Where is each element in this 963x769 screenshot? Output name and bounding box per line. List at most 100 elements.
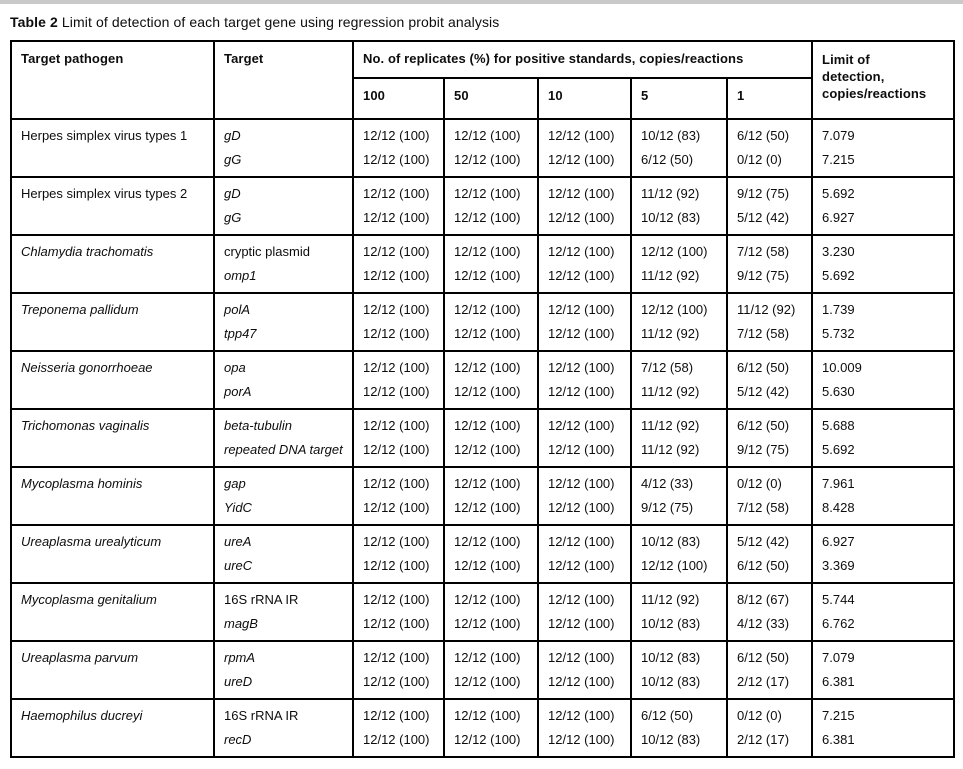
replicate-value: 12/12 (100) [454, 186, 521, 201]
gene-name: YidC [224, 500, 252, 515]
replicate-value: 12/12 (100) [548, 360, 615, 375]
header-target: Target [213, 40, 354, 120]
replicate-value: 12/12 (100) [363, 152, 430, 167]
lod-value: 6.381 [822, 674, 855, 689]
replicate-value-cell: 12/12 (100) 12/12 (100) [443, 698, 539, 758]
lod-value-cell: 7.079 7.215 [811, 118, 956, 178]
replicate-value: 0/12 (0) [737, 476, 782, 491]
replicate-value: 10/12 (83) [641, 650, 701, 665]
replicate-value: 12/12 (100) [454, 210, 521, 225]
replicate-value-cell: 12/12 (100) 12/12 (100) [352, 698, 445, 758]
gene-name: omp1 [224, 268, 257, 283]
replicate-value: 12/12 (100) [641, 302, 708, 317]
replicate-value: 6/12 (50) [737, 650, 790, 665]
replicate-value: 9/12 (75) [737, 442, 790, 457]
target-gene-cell: polA tpp47 [213, 292, 354, 352]
replicate-value: 12/12 (100) [363, 302, 430, 317]
replicate-value: 12/12 (100) [363, 500, 430, 515]
replicate-value: 6/12 (50) [737, 128, 790, 143]
target-gene-cell: beta-tubulin repeated DNA target [213, 408, 354, 468]
pathogen-name: Trichomonas vaginalis [21, 418, 150, 433]
lod-header-line-3: copies/reactions [822, 86, 927, 101]
target-gene-cell: 16S rRNA IR recD [213, 698, 354, 758]
replicate-value-cell: 10/12 (83) 10/12 (83) [630, 640, 728, 700]
replicate-value-cell: 12/12 (100) 12/12 (100) [537, 582, 632, 642]
gene-name: porA [224, 384, 252, 399]
replicate-value: 12/12 (100) [363, 732, 430, 747]
replicate-value: 12/12 (100) [363, 650, 430, 665]
replicate-value: 9/12 (75) [737, 268, 790, 283]
replicate-value: 10/12 (83) [641, 210, 701, 225]
replicate-value-cell: 11/12 (92) 7/12 (58) [725, 292, 814, 352]
replicate-value: 12/12 (100) [363, 384, 430, 399]
replicate-value: 12/12 (100) [454, 418, 521, 433]
lod-value: 5.630 [822, 384, 855, 399]
replicate-value-cell: 8/12 (67) 4/12 (33) [725, 582, 814, 642]
replicate-value: 12/12 (100) [454, 732, 521, 747]
pathogen-name-cell: Neisseria gonorrhoeae [10, 350, 215, 410]
gene-name: gap [224, 476, 246, 491]
target-gene-cell: gap YidC [213, 466, 354, 526]
replicate-value-cell: 12/12 (100) 12/12 (100) [352, 524, 445, 584]
pathogen-group-row: Treponema pallidum polA tpp47 12/12 (100) 12… [10, 292, 956, 352]
target-gene-cell: ureA ureC [213, 524, 354, 584]
replicate-value: 12/12 (100) [454, 674, 521, 689]
replicate-value: 12/12 (100) [548, 708, 615, 723]
target-gene-cell: cryptic plasmid omp1 [213, 234, 354, 294]
pathogen-name: Chlamydia trachomatis [21, 244, 154, 259]
replicate-value: 0/12 (0) [737, 152, 782, 167]
replicate-value-cell: 12/12 (100) 12/12 (100) [443, 466, 539, 526]
pathogen-group-row: Chlamydia trachomatis cryptic plasmid omp1… [10, 234, 956, 294]
replicate-value-cell: 12/12 (100) 12/12 (100) [537, 408, 632, 468]
lod-value: 3.369 [822, 558, 855, 573]
target-gene-cell: gD gG [213, 118, 354, 178]
lod-value: 8.428 [822, 500, 855, 515]
replicate-value-cell: 10/12 (83) 6/12 (50) [630, 118, 728, 178]
gene-name: repeated DNA target [224, 442, 343, 457]
pathogen-name: Haemophilus ducreyi [21, 708, 143, 723]
header-conc-1: 1 [725, 77, 814, 120]
replicate-value-cell: 6/12 (50) 2/12 (17) [725, 640, 814, 700]
gene-name: gD [224, 128, 241, 143]
pathogen-name: Neisseria gonorrhoeae [21, 360, 153, 375]
replicate-value-cell: 11/12 (92) 10/12 (83) [630, 582, 728, 642]
lod-value-cell: 7.215 6.381 [811, 698, 956, 758]
lod-value: 1.739 [822, 302, 855, 317]
replicate-value: 12/12 (100) [454, 302, 521, 317]
replicate-value: 12/12 (100) [548, 210, 615, 225]
replicate-value: 12/12 (100) [454, 152, 521, 167]
replicate-value-cell: 9/12 (75) 5/12 (42) [725, 176, 814, 236]
pathogen-group-row: Herpes simplex virus types 2 gD gG 12/12 (1… [10, 176, 956, 236]
replicate-value: 6/12 (50) [641, 152, 694, 167]
replicate-value-cell: 12/12 (100) 12/12 (100) [443, 640, 539, 700]
replicate-value: 11/12 (92) [737, 302, 796, 317]
replicate-value: 12/12 (100) [548, 302, 615, 317]
lod-value: 7.079 [822, 128, 855, 143]
replicate-value: 12/12 (100) [454, 442, 521, 457]
replicate-value: 12/12 (100) [363, 674, 430, 689]
lod-value-cell: 10.009 5.630 [811, 350, 956, 410]
lod-value: 6.927 [822, 534, 855, 549]
lod-header-line-1: Limit of [822, 52, 870, 67]
replicate-value: 12/12 (100) [548, 732, 615, 747]
replicate-value: 5/12 (42) [737, 384, 790, 399]
replicate-value: 12/12 (100) [363, 360, 430, 375]
replicate-value: 11/12 (92) [641, 418, 700, 433]
gene-name: recD [224, 732, 252, 747]
pathogen-name-cell: Mycoplasma hominis [10, 466, 215, 526]
lod-value: 6.927 [822, 210, 855, 225]
replicate-value-cell: 12/12 (100) 12/12 (100) [443, 408, 539, 468]
gene-name: gG [224, 210, 242, 225]
pathogen-name: Treponema pallidum [21, 302, 139, 317]
replicate-value: 12/12 (100) [548, 418, 615, 433]
gene-name: rpmA [224, 650, 256, 665]
gene-name: ureD [224, 674, 253, 689]
target-gene-cell: 16S rRNA IR magB [213, 582, 354, 642]
replicate-value: 12/12 (100) [454, 650, 521, 665]
gene-name: ureA [224, 534, 252, 549]
replicate-value: 9/12 (75) [641, 500, 694, 515]
replicate-value-cell: 0/12 (0) 7/12 (58) [725, 466, 814, 526]
lod-value: 10.009 [822, 360, 862, 375]
lod-value-cell: 5.692 6.927 [811, 176, 956, 236]
